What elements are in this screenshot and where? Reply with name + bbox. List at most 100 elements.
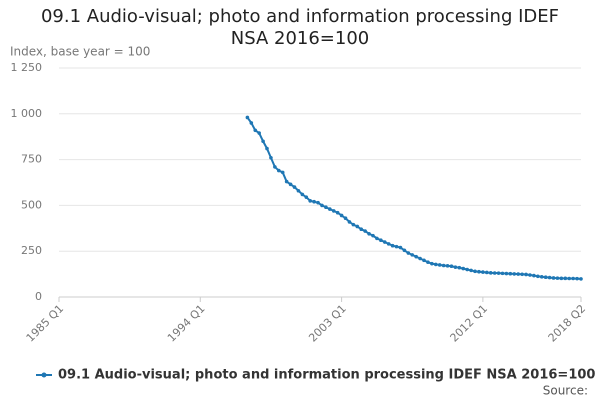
- point: [418, 256, 422, 261]
- point: [249, 121, 254, 125]
- point: [567, 276, 572, 281]
- x-tick-label: 1994 Q1: [165, 302, 208, 345]
- point: [457, 265, 462, 270]
- point: [308, 199, 312, 203]
- y-tick-label: 1 000: [11, 107, 43, 120]
- x-tick-label: 2003 Q1: [306, 302, 349, 345]
- point: [473, 269, 477, 274]
- point: [398, 245, 403, 250]
- y-tick-label: 750: [21, 153, 42, 166]
- point: [343, 216, 348, 221]
- point: [288, 182, 293, 187]
- point: [339, 213, 344, 218]
- point: [492, 271, 497, 275]
- point: [276, 168, 281, 173]
- point: [284, 179, 289, 184]
- point: [453, 265, 458, 269]
- point: [367, 231, 371, 236]
- point: [469, 268, 473, 273]
- point: [335, 210, 340, 215]
- point: [245, 115, 250, 120]
- point: [543, 275, 548, 280]
- point: [555, 276, 560, 280]
- point: [312, 199, 316, 204]
- point: [485, 270, 489, 275]
- point: [257, 131, 261, 135]
- point: [559, 276, 564, 281]
- point: [504, 271, 509, 276]
- point: [414, 254, 418, 259]
- point: [371, 233, 375, 238]
- point: [532, 273, 536, 278]
- point: [316, 200, 320, 205]
- point: [402, 248, 407, 253]
- point: [273, 165, 277, 169]
- chart-title: 09.1 Audio-visual; photo and information…: [40, 6, 560, 49]
- point: [324, 205, 328, 210]
- point: [437, 263, 442, 267]
- point: [320, 203, 324, 208]
- point: [304, 195, 309, 199]
- point: [508, 271, 513, 276]
- point: [426, 260, 430, 264]
- point: [433, 262, 438, 267]
- point: [422, 258, 426, 263]
- point: [328, 207, 332, 211]
- x-tick-label: 2012 Q1: [448, 302, 491, 345]
- point: [390, 243, 395, 248]
- point: [351, 222, 356, 227]
- point: [375, 236, 379, 241]
- point: [481, 270, 485, 274]
- point: [563, 276, 568, 281]
- point: [292, 185, 297, 189]
- point: [355, 224, 360, 229]
- point: [539, 275, 544, 279]
- point: [524, 272, 528, 277]
- point: [528, 273, 532, 277]
- y-tick-label: 0: [35, 290, 42, 303]
- point: [477, 269, 481, 274]
- point: [536, 274, 540, 279]
- point: [359, 227, 364, 232]
- point: [520, 272, 524, 277]
- point: [382, 240, 387, 244]
- point: [253, 128, 258, 133]
- point: [394, 244, 399, 249]
- source: Source:: [543, 384, 588, 398]
- point: [512, 272, 517, 276]
- x-tick-label: 1985 Q1: [24, 302, 67, 345]
- y-tick-label: 1 250: [11, 61, 43, 74]
- point: [575, 276, 579, 281]
- point: [579, 277, 583, 281]
- legend-marker: [41, 372, 47, 378]
- point: [500, 271, 505, 276]
- point: [363, 229, 367, 233]
- point: [551, 276, 556, 280]
- point: [410, 253, 415, 257]
- point: [430, 261, 434, 266]
- y-axis-label: Index, base year = 100: [10, 45, 150, 59]
- point: [296, 188, 301, 193]
- point: [331, 209, 336, 213]
- point: [406, 251, 411, 255]
- point: [465, 267, 469, 272]
- point: [347, 220, 352, 224]
- point: [445, 264, 450, 268]
- point: [488, 271, 493, 275]
- point: [386, 242, 391, 246]
- point: [449, 264, 454, 269]
- point: [461, 266, 466, 271]
- point: [571, 276, 575, 281]
- line: [246, 116, 582, 280]
- point: [441, 263, 446, 268]
- point: [280, 170, 285, 175]
- point: [496, 271, 501, 275]
- point: [547, 275, 552, 280]
- x-tick-label: 2018 Q2: [546, 302, 589, 345]
- point: [265, 146, 269, 151]
- point: [261, 139, 265, 144]
- y-tick-label: 500: [21, 198, 42, 211]
- point: [516, 272, 521, 276]
